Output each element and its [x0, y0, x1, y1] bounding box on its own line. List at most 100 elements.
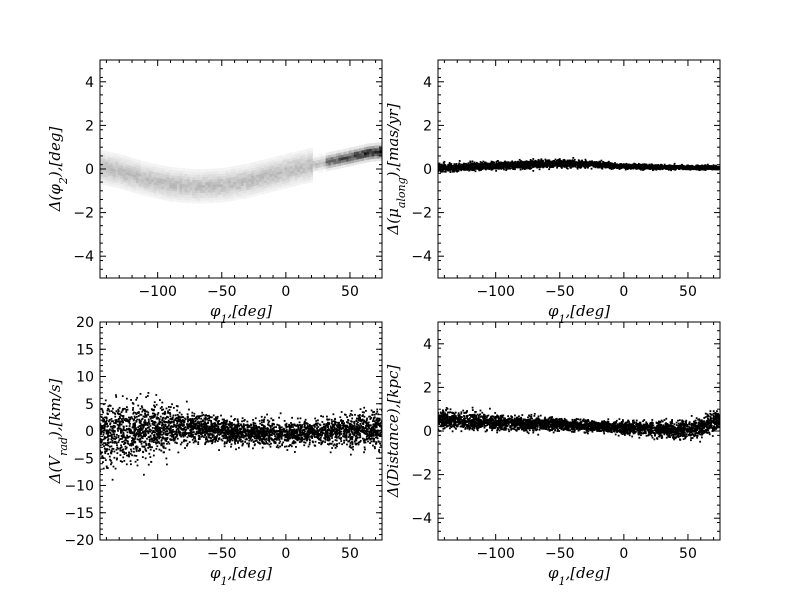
data-point: [456, 170, 459, 172]
data-point: [674, 164, 676, 167]
density-cell: [315, 165, 319, 169]
data-point: [643, 166, 646, 169]
density-cell: [192, 189, 196, 193]
data-point: [645, 163, 648, 166]
density-cell: [215, 191, 219, 195]
data-point: [530, 163, 532, 166]
density-cell: [138, 167, 142, 171]
density-cell: [269, 165, 273, 169]
density-cell: [284, 180, 288, 184]
data-point: [596, 165, 599, 168]
data-point: [709, 168, 712, 170]
density-cell: [299, 150, 303, 154]
data-point: [703, 166, 706, 168]
data-point: [670, 167, 673, 170]
density-cell: [146, 188, 150, 192]
data-point: [531, 163, 534, 166]
data-point: [474, 166, 477, 169]
density-cell: [112, 173, 116, 177]
density-cell: [130, 181, 134, 185]
density-cell: [269, 160, 273, 164]
data-point: [558, 160, 561, 163]
density-cell: [117, 156, 121, 160]
density-cell: [333, 158, 337, 162]
density-cell: [317, 164, 321, 168]
y-tick-label: 2: [423, 118, 432, 134]
data-point: [511, 167, 513, 169]
density-cell: [317, 167, 321, 171]
density-cell: [379, 158, 382, 162]
density-cell: [315, 162, 319, 166]
data-point: [683, 166, 686, 169]
density-cell: [325, 168, 329, 172]
data-point: [636, 166, 639, 168]
data-point: [592, 165, 595, 168]
density-cell: [299, 168, 303, 172]
density-cell: [123, 163, 126, 167]
density-cell: [292, 167, 296, 171]
density-cell: [105, 177, 108, 181]
density-cell: [225, 185, 229, 189]
density-cell: [174, 196, 178, 200]
density-cell: [225, 169, 229, 173]
density-cell: [356, 156, 360, 160]
data-point: [518, 165, 521, 167]
density-cell: [338, 149, 342, 153]
density-cell: [194, 184, 198, 188]
density-cell: [266, 158, 270, 162]
density-cell: [335, 160, 339, 164]
density-cell: [246, 174, 249, 178]
data-point: [504, 160, 507, 163]
density-cell: [269, 170, 273, 174]
density-cell: [169, 167, 173, 171]
data-point: [439, 166, 442, 168]
data-point: [514, 168, 516, 171]
density-cell: [156, 187, 160, 191]
data-point: [702, 166, 704, 169]
data-point: [511, 164, 513, 167]
density-cell: [130, 173, 134, 177]
density-cell: [230, 192, 234, 196]
data-point: [628, 166, 631, 169]
data-point: [616, 166, 619, 168]
data-point: [486, 167, 489, 170]
density-cell: [294, 161, 298, 165]
data-point: [715, 164, 717, 167]
density-cell: [279, 184, 283, 188]
data-point: [494, 166, 497, 169]
density-cell: [235, 191, 239, 195]
data-point: [475, 167, 478, 170]
data-point: [572, 156, 575, 159]
density-cell: [243, 166, 247, 170]
data-point: [443, 160, 446, 163]
data-point: [590, 164, 593, 166]
data-point: [564, 162, 566, 165]
data-point: [510, 161, 513, 164]
density-cell: [261, 162, 265, 166]
density-cell: [228, 166, 232, 170]
data-point: [571, 164, 573, 167]
density-cell: [230, 174, 234, 178]
density-cell: [292, 172, 296, 176]
data-point: [619, 166, 622, 168]
density-cell: [107, 167, 111, 171]
density-cell: [102, 155, 106, 159]
density-cell: [107, 151, 111, 155]
data-point: [706, 163, 709, 166]
density-cell: [187, 173, 191, 177]
density-cell: [107, 172, 111, 176]
density-cell: [351, 152, 355, 156]
density-cell: [164, 168, 167, 172]
density-cell: [253, 193, 257, 197]
data-point: [649, 167, 652, 170]
data-point: [494, 167, 497, 170]
density-cell: [166, 169, 170, 173]
data-point: [495, 161, 498, 163]
density-cell: [189, 192, 193, 196]
data-point: [611, 162, 614, 165]
density-cell: [146, 193, 150, 197]
density-cell: [356, 151, 360, 155]
density-cell: [235, 186, 239, 190]
data-point: [503, 168, 505, 171]
density-cell: [169, 193, 173, 197]
